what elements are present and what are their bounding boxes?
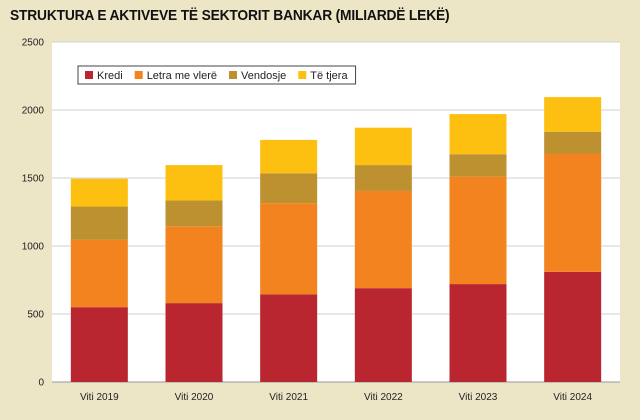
bar-segment: [260, 294, 318, 382]
legend-swatch: [298, 71, 307, 79]
legend-swatch: [85, 71, 93, 79]
x-tick-label: Viti 2022: [364, 392, 403, 403]
bar-segment: [260, 173, 318, 204]
bar-segment: [544, 97, 602, 132]
bar-segment: [449, 284, 507, 382]
legend-label: Vendosje: [241, 70, 286, 82]
y-tick-label: 1500: [22, 174, 45, 185]
y-tick-label: 2500: [22, 38, 45, 49]
bar-segment: [544, 271, 602, 382]
bar-layer: [70, 97, 602, 382]
bar-segment: [260, 203, 318, 295]
bar-segment: [70, 239, 128, 308]
bar-segment: [260, 139, 318, 174]
x-tick-label: Viti 2024: [553, 392, 592, 403]
legend-swatch: [134, 71, 143, 79]
chart-title: STRUKTURA E AKTIVEVE TË SEKTORIT BANKAR …: [10, 7, 450, 24]
y-tick-label: 500: [27, 310, 44, 321]
y-tick-label: 0: [38, 378, 44, 389]
x-tick-label: Viti 2019: [80, 392, 119, 403]
bar-segment: [354, 165, 412, 191]
legend-swatch: [229, 71, 237, 79]
bar-segment: [354, 127, 412, 166]
bar-segment: [354, 190, 412, 289]
legend-box: [77, 65, 357, 85]
bar-segment: [165, 165, 223, 201]
bar-segment: [70, 206, 128, 240]
bar-segment: [544, 153, 602, 272]
bar-segment: [165, 200, 223, 227]
x-tick-label: Viti 2020: [175, 392, 214, 403]
bar-segment: [544, 131, 602, 154]
legend-label: Letra me vlerë: [147, 70, 217, 82]
x-axis: Viti 2019 Viti 2020 Viti 2021 Viti 2022 Viti…: [80, 392, 593, 403]
bar-segment: [165, 303, 223, 382]
plot-area: [52, 42, 620, 382]
bar-segment: [70, 307, 128, 382]
bar-segment: [70, 178, 128, 207]
grid-lines: [52, 41, 620, 383]
bar-segment: [165, 226, 223, 304]
bar-segment: [354, 288, 412, 382]
legend: Kredi Letra me vlerë Vendosje Të tjera: [77, 65, 357, 85]
x-tick-label: Viti 2023: [459, 392, 498, 403]
y-axis: 0 500 1000 1500 2000 2500: [22, 38, 45, 389]
x-tick-label: Viti 2021: [269, 392, 308, 403]
legend-label: Kredi: [97, 70, 123, 82]
legend-label: Të tjera: [310, 70, 348, 82]
y-tick-label: 1000: [22, 242, 45, 253]
bar-segment: [449, 154, 507, 177]
bar-segment: [449, 176, 507, 285]
y-tick-label: 2000: [22, 106, 45, 117]
bar-segment: [449, 114, 507, 155]
